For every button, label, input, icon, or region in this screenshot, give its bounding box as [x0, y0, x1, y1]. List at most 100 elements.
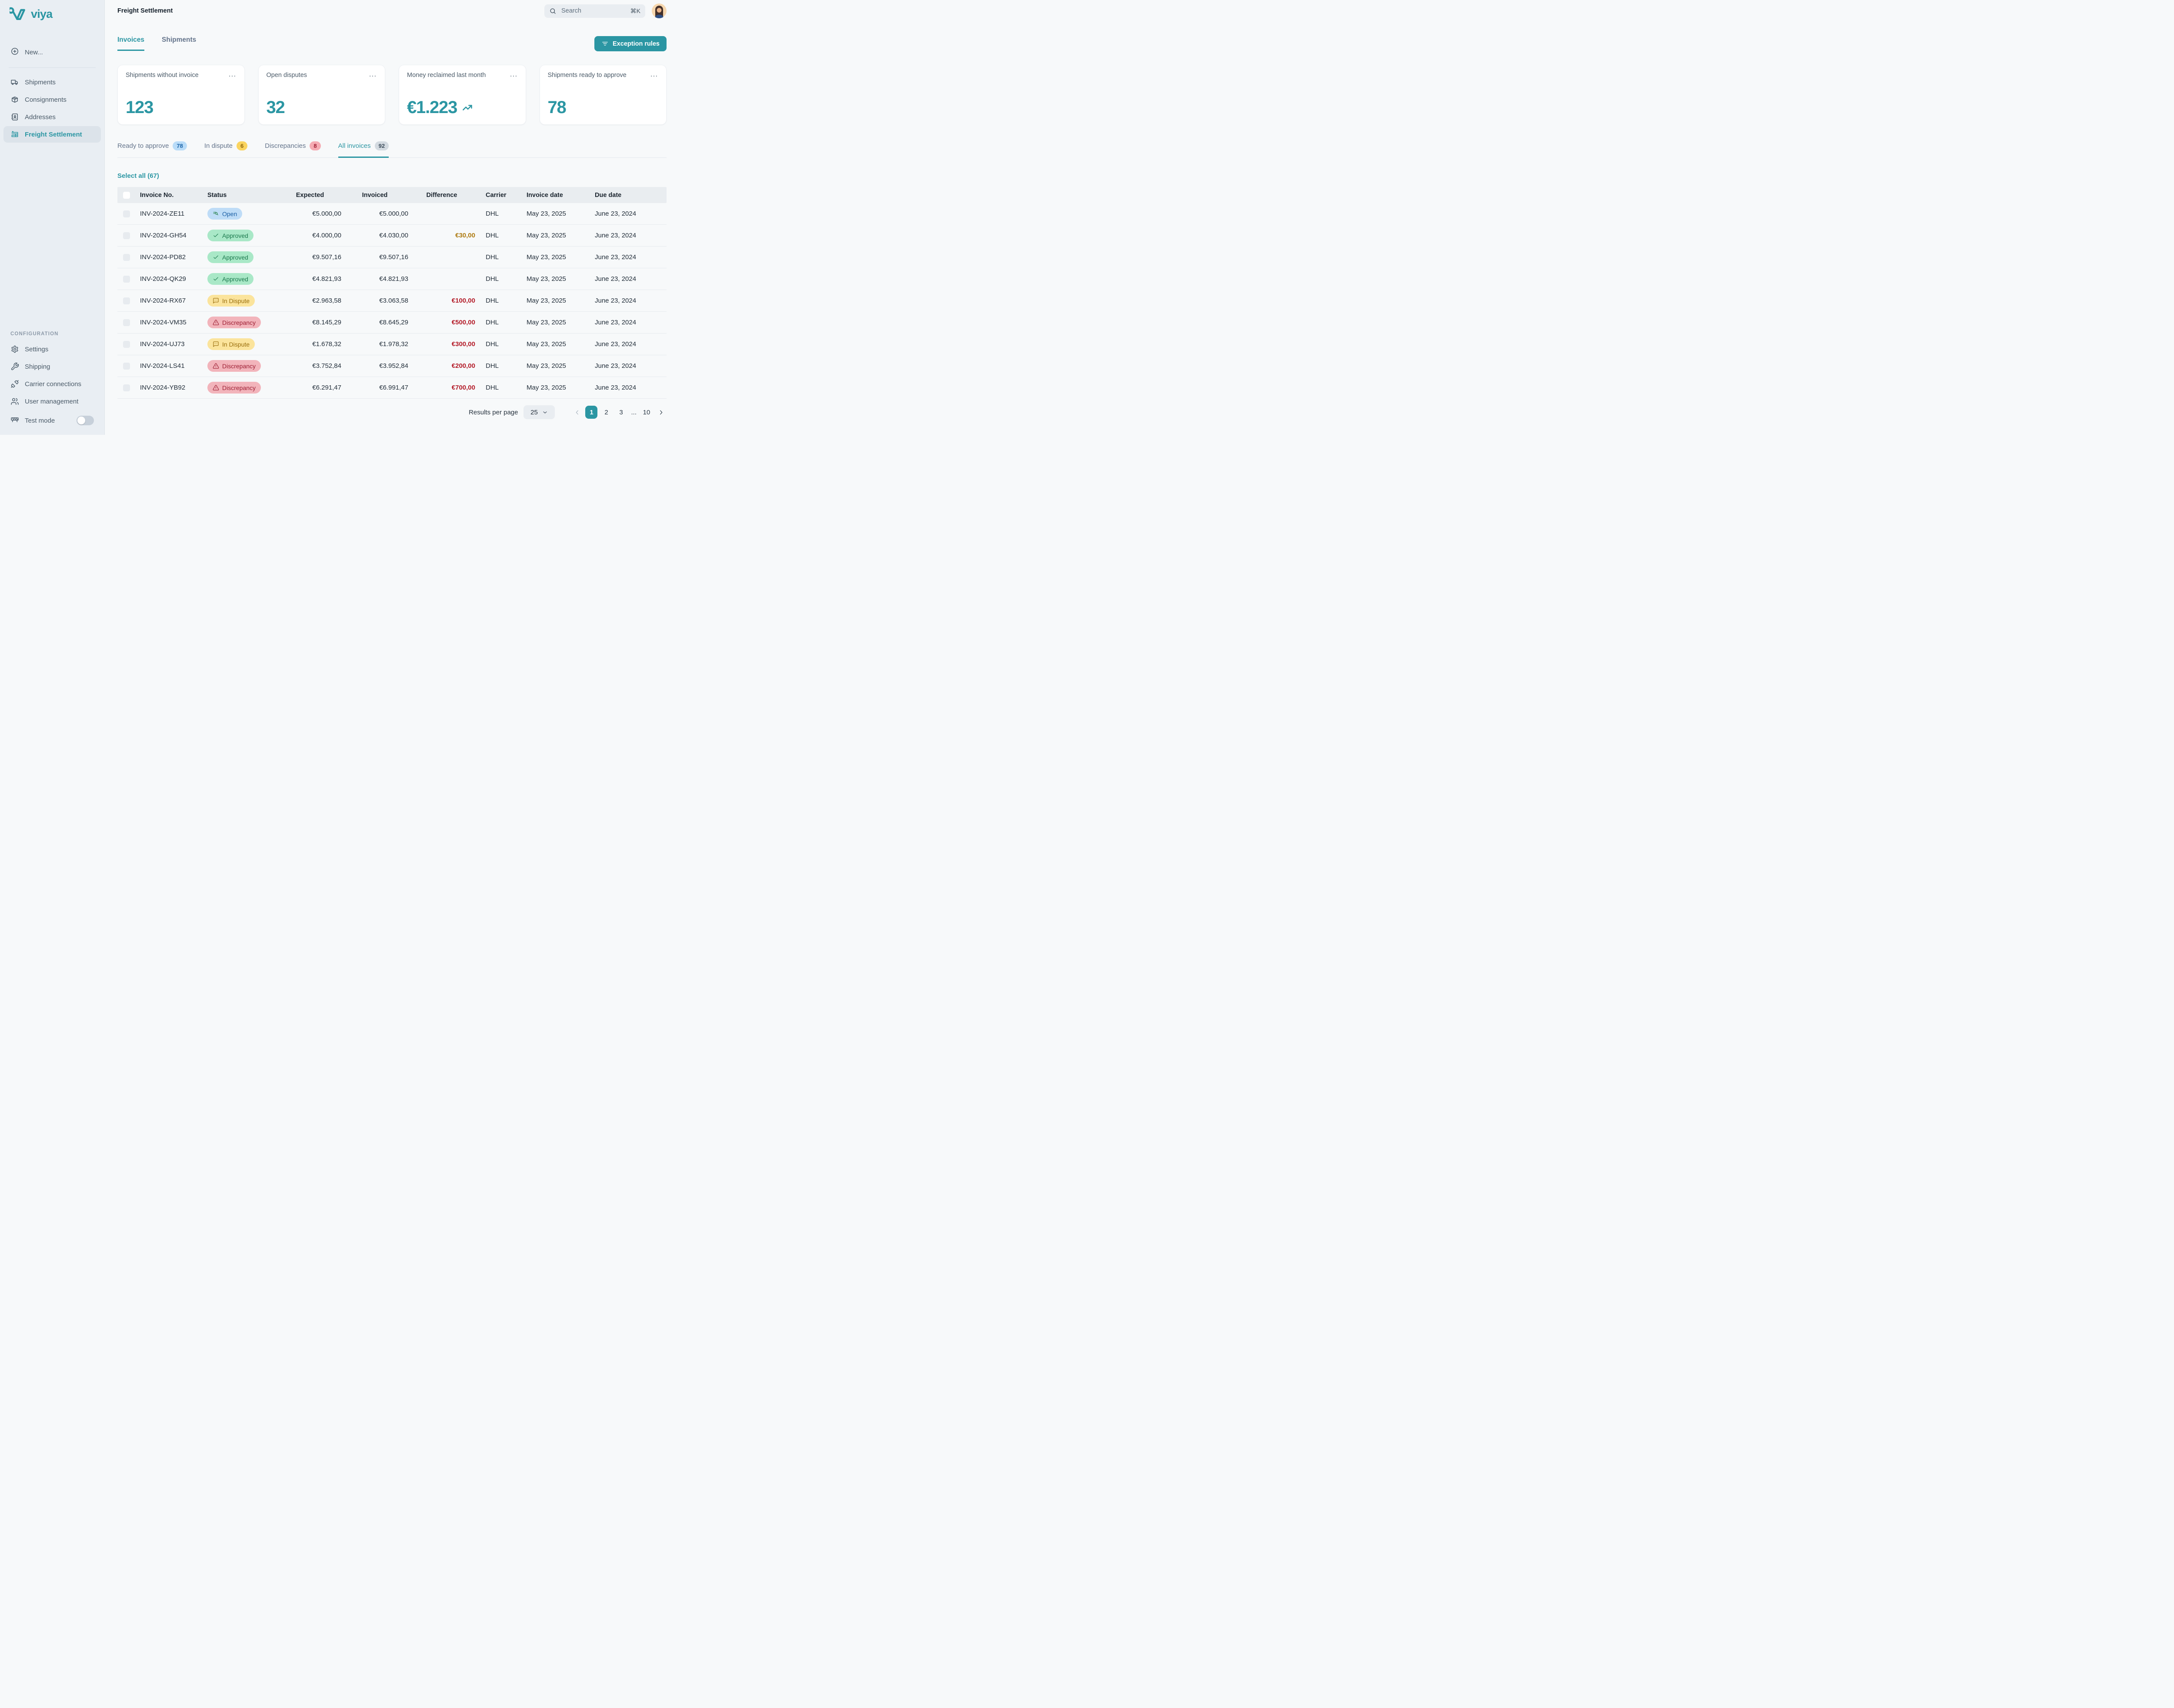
alert-triangle-icon: [213, 363, 219, 369]
row-checkbox[interactable]: [123, 341, 130, 348]
user-avatar[interactable]: [652, 3, 667, 18]
column-header-invoiced[interactable]: Invoiced: [341, 192, 408, 199]
sidebar-item-shipping[interactable]: Shipping: [3, 358, 101, 375]
search-input-box[interactable]: ⌘K: [544, 4, 645, 18]
sidebar-item-addresses[interactable]: Addresses: [3, 109, 101, 125]
toggle-knob: [77, 417, 85, 424]
subtab-ready-to-approve[interactable]: Ready to approve78: [117, 141, 187, 158]
search-shortcut: ⌘K: [630, 7, 640, 15]
column-header-invoice-no[interactable]: Invoice No.: [140, 192, 207, 199]
plug-icon: [10, 380, 19, 388]
row-checkbox[interactable]: [123, 232, 130, 239]
row-checkbox[interactable]: [123, 363, 130, 370]
invoices-table: Invoice No. Status Expected Invoiced Dif…: [117, 187, 667, 399]
sidebar-config-nav: SettingsShipping Carrier connections User …: [0, 340, 104, 410]
page-button-2[interactable]: 2: [600, 406, 612, 419]
page-button-3[interactable]: 3: [615, 406, 627, 419]
status-label: In Dispute: [222, 341, 250, 348]
column-header-status[interactable]: Status: [207, 192, 279, 199]
kpi-title: Shipments without invoice: [126, 72, 199, 79]
status-label: Open: [222, 210, 237, 217]
brand-name: viya: [31, 7, 52, 21]
page-button-1[interactable]: 1: [585, 406, 597, 419]
status-badge: Approved: [207, 273, 253, 285]
cell-due-date: June 23, 2024: [595, 297, 667, 304]
table-row[interactable]: INV-2024-VM35Discrepancy€8.145,29€8.645,…: [117, 312, 667, 334]
card-menu-button[interactable]: [509, 72, 518, 80]
exception-rules-button[interactable]: Exception rules: [594, 36, 667, 51]
test-mode-toggle[interactable]: [77, 416, 94, 425]
cell-due-date: June 23, 2024: [595, 275, 667, 283]
select-all-link[interactable]: Select all (67): [117, 172, 667, 180]
sidebar-item-label: Shipments: [25, 79, 56, 86]
previous-page-button[interactable]: [571, 406, 583, 419]
cell-difference: €100,00: [408, 297, 475, 304]
column-header-due-date[interactable]: Due date: [595, 192, 667, 199]
row-checkbox[interactable]: [123, 319, 130, 326]
sidebar-item-consignments[interactable]: Consignments: [3, 91, 101, 108]
sidebar-nav: Shipments ConsignmentsAddressesFreight Se…: [0, 74, 104, 143]
check-icon: [213, 232, 219, 239]
tab-shipments[interactable]: Shipments: [162, 36, 196, 51]
wrench-icon: [10, 362, 19, 371]
ellipsis-icon: [368, 72, 377, 80]
card-menu-button[interactable]: [650, 72, 658, 80]
status-label: Discrepancy: [222, 384, 256, 391]
card-menu-button[interactable]: [228, 72, 237, 80]
status-label: In Dispute: [222, 297, 250, 304]
sidebar-item-settings[interactable]: Settings: [3, 341, 101, 357]
row-checkbox[interactable]: [123, 254, 130, 261]
row-checkbox[interactable]: [123, 276, 130, 283]
table-row[interactable]: INV-2024-PD82Approved€9.507,16€9.507,16D…: [117, 247, 667, 268]
next-page-button[interactable]: [655, 406, 667, 419]
ellipsis-icon: [228, 72, 237, 80]
table-row[interactable]: INV-2024-YB92Discrepancy€6.291,47€6.991,…: [117, 377, 667, 399]
sidebar-item-new[interactable]: New...: [3, 43, 101, 61]
cell-expected: €9.507,16: [279, 254, 341, 261]
sidebar-item-freight-settlement[interactable]: Freight Settlement: [3, 126, 101, 143]
cell-invoiced: €9.507,16: [341, 254, 408, 261]
table-row[interactable]: INV-2024-RX67In Dispute€2.963,58€3.063,5…: [117, 290, 667, 312]
status-label: Approved: [222, 254, 248, 261]
brand-logo[interactable]: viya: [0, 0, 104, 25]
cell-difference: €500,00: [408, 319, 475, 326]
cell-invoice-date: May 23, 2025: [527, 362, 595, 370]
page-button-10[interactable]: 10: [640, 406, 653, 419]
sidebar-item-carrier-connections[interactable]: Carrier connections: [3, 376, 101, 392]
cell-status: Approved: [207, 230, 279, 241]
table-row[interactable]: INV-2024-QK29Approved€4.821,93€4.821,93D…: [117, 268, 667, 290]
row-checkbox[interactable]: [123, 210, 130, 217]
sidebar-item-test-mode: Test mode: [3, 411, 101, 430]
sidebar-item-label: Carrier connections: [25, 380, 81, 388]
subtab-discrepancies[interactable]: Discrepancies8: [265, 141, 320, 158]
subtab-all-invoices[interactable]: All invoices92: [338, 141, 389, 158]
row-checkbox[interactable]: [123, 297, 130, 304]
sidebar-item-user-management[interactable]: User management: [3, 393, 101, 410]
plus-circle-icon: [10, 47, 19, 56]
sidebar-item-shipments[interactable]: Shipments: [3, 74, 101, 90]
table-row[interactable]: INV-2024-GH54Approved€4.000,00€4.030,00€…: [117, 225, 667, 247]
column-header-expected[interactable]: Expected: [279, 192, 341, 199]
table-row[interactable]: INV-2024-ZE11Open€5.000,00€5.000,00DHLMa…: [117, 203, 667, 225]
kpi-value: €1.223: [407, 98, 518, 117]
column-header-invoice-date[interactable]: Invoice date: [527, 192, 595, 199]
table-row[interactable]: INV-2024-UJ73In Dispute€1.678,32€1.978,3…: [117, 334, 667, 355]
card-menu-button[interactable]: [368, 72, 377, 80]
filter-icon: [601, 40, 609, 47]
cell-due-date: June 23, 2024: [595, 254, 667, 261]
subtab-in-dispute[interactable]: In dispute6: [204, 141, 247, 158]
sidebar-item-label: User management: [25, 398, 78, 405]
search-input[interactable]: [560, 7, 627, 15]
column-header-carrier[interactable]: Carrier: [475, 192, 527, 199]
kpi-cards: Shipments without invoice123Open dispute…: [117, 65, 667, 125]
invoice-icon: [10, 130, 19, 139]
check-icon: [213, 276, 219, 282]
kpi-value: 32: [267, 98, 377, 117]
tab-invoices[interactable]: Invoices: [117, 36, 144, 51]
table-row[interactable]: INV-2024-LS41Discrepancy€3.752,84€3.952,…: [117, 355, 667, 377]
column-header-difference[interactable]: Difference: [408, 192, 475, 199]
status-label: Approved: [222, 276, 248, 283]
row-checkbox[interactable]: [123, 384, 130, 391]
results-per-page-select[interactable]: 25: [523, 405, 555, 419]
select-all-checkbox[interactable]: [123, 192, 130, 199]
